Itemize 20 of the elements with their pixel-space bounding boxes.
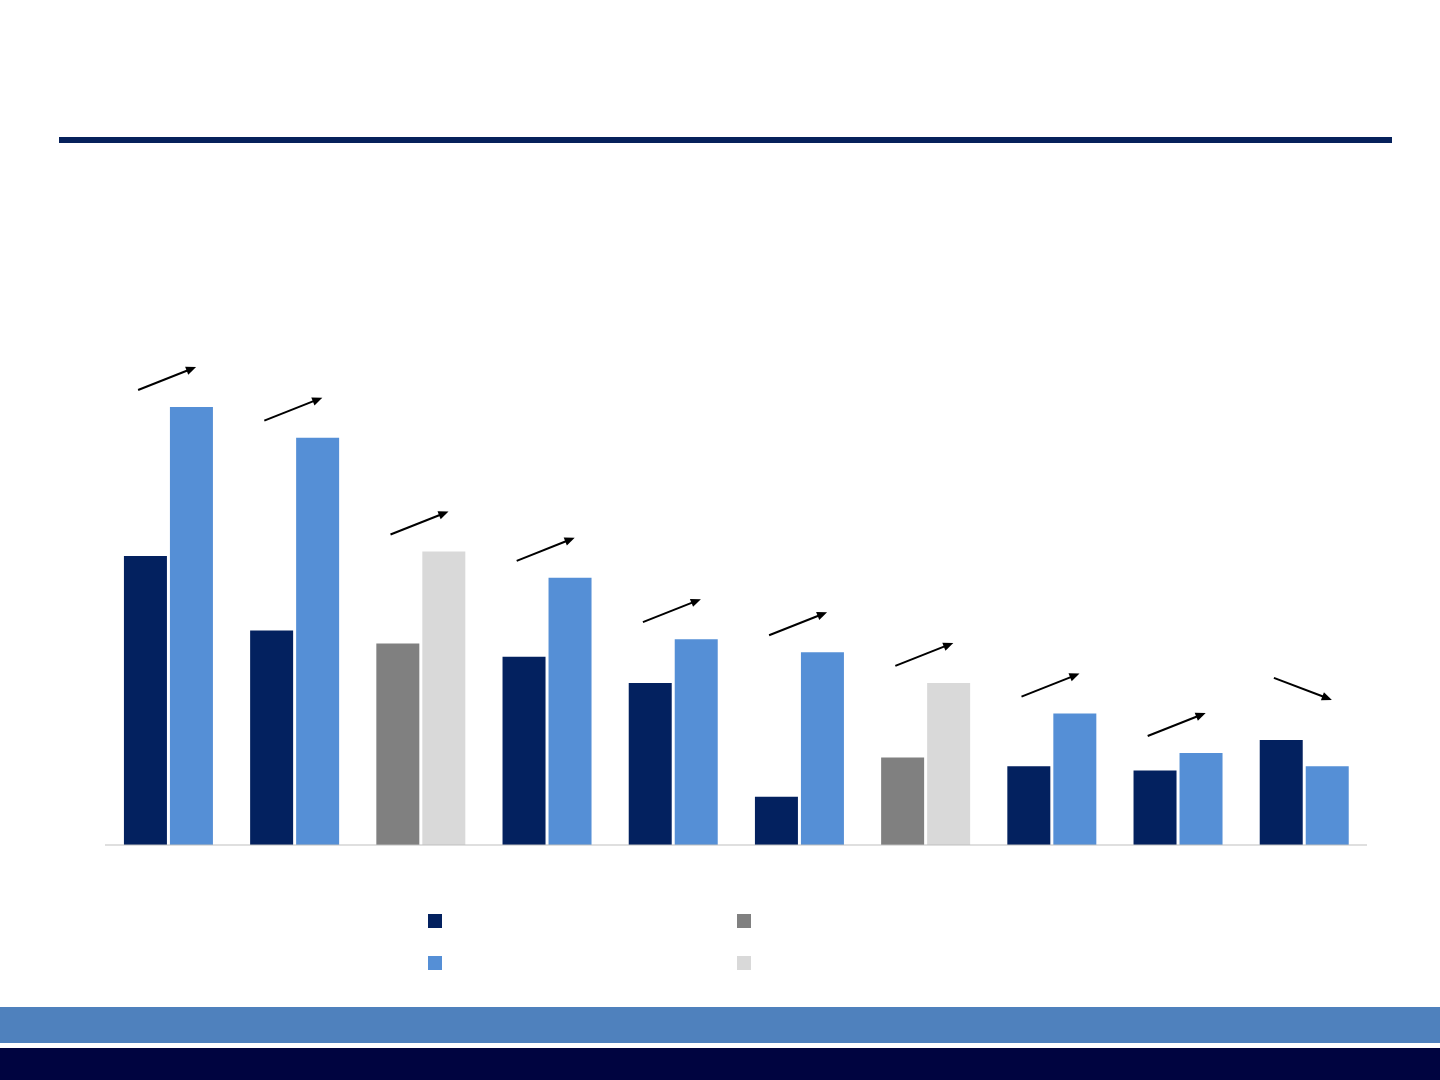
bar [800, 652, 844, 845]
bar [548, 577, 592, 845]
bar [296, 437, 340, 845]
bar [1259, 739, 1303, 845]
bar [250, 630, 294, 845]
bar [422, 551, 466, 845]
bar [169, 407, 213, 845]
bar [1007, 766, 1051, 845]
bar [1179, 753, 1223, 845]
bar [1053, 713, 1097, 845]
bar [1133, 770, 1177, 845]
bar [123, 555, 167, 845]
bar [502, 656, 546, 845]
bar [754, 796, 798, 845]
bar [376, 643, 420, 845]
bar [927, 682, 971, 845]
bar [628, 682, 672, 845]
bar [674, 639, 718, 845]
bar [1305, 766, 1349, 845]
bar [881, 757, 925, 845]
